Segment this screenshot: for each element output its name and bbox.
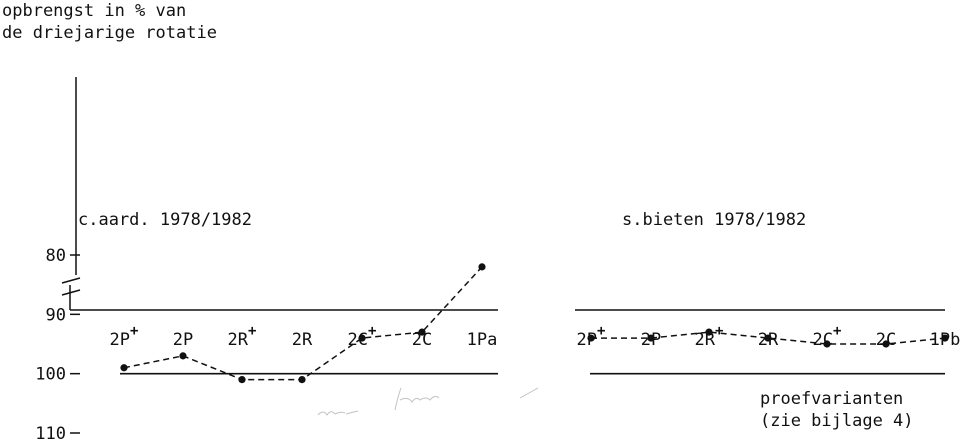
series-line [123,266,483,381]
x-tick-label: 2P [173,330,193,350]
x-tick-label: 2C [876,330,896,350]
axis-break-mark [61,277,81,284]
data-point [941,334,949,342]
y-axis-label-line-1: opbrengst in % van [2,1,187,21]
data-point [882,340,890,348]
data-point [764,334,772,342]
x-tick-label: 2R [292,330,313,350]
data-point [120,364,128,372]
data-point [478,263,486,271]
axis-break-mark [61,289,81,296]
panel-title: c.aard. 1978/1982 [78,210,252,230]
y-tick-label: 110 [35,424,66,440]
data-point [238,376,246,384]
x-axis-label-line-2: (zie bijlage 4) [760,411,914,431]
data-point [587,334,595,342]
y-axis-label: opbrengst in % van de driejarige rotatie [2,0,217,44]
x-axis-label: proefvarianten (zie bijlage 4) [760,388,914,432]
data-point [358,334,366,342]
x-tick-label: 2R+ [228,323,257,350]
y-tick-label: 100 [35,365,66,385]
panel-left: c.aard. 1978/1982 2P+ 2P 2R+ 2R 2C+ 2C 1Pa [78,210,498,384]
x-tick-label: 2C+ [813,323,842,350]
x-tick-label: 1Pa [467,330,498,350]
panel-title: s.bieten 1978/1982 [622,210,806,230]
y-axis-label-line-2: de driejarige rotatie [2,23,217,43]
x-axis-label-line-1: proefvarianten [760,389,904,409]
y-tick-label: 80 [46,246,66,266]
handwriting-scribble [317,387,539,416]
data-point [647,334,655,342]
x-tick-label: 2C [412,330,432,350]
axes: 110 100 90 80 [35,77,945,440]
x-tick-label: 1Pb [930,330,961,350]
x-tick-label: 2C+ [348,323,377,350]
x-tick-label: 2R+ [695,323,724,350]
data-point [823,340,831,348]
y-tick-label: 90 [46,305,66,325]
x-tick-label: 2R [758,330,779,350]
panel-right: s.bieten 1978/1982 2P+ 2P 2R+ 2R 2C+ 2C 1Pb [577,210,961,375]
x-tick-label: 2P+ [110,323,139,350]
x-tick-label: 2P+ [577,323,606,350]
data-point [418,328,426,336]
data-point [179,352,187,360]
data-point [298,376,306,384]
data-point [705,328,713,336]
x-tick-label: 2P [641,330,661,350]
